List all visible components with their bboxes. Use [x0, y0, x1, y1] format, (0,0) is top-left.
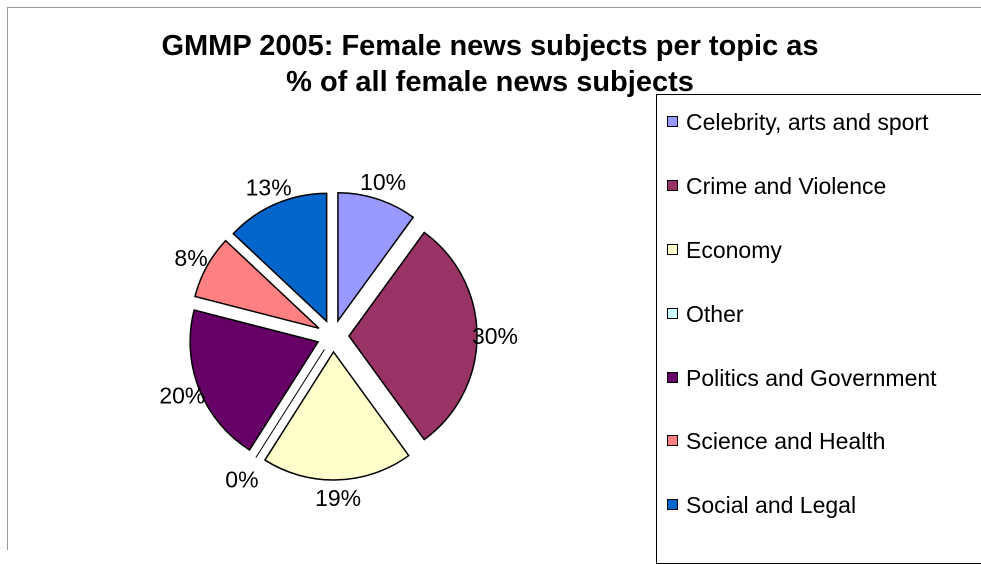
- legend-label: Science and Health: [686, 428, 886, 454]
- pie-label-other: 0%: [225, 467, 258, 493]
- pie-label-economy: 19%: [315, 485, 361, 511]
- legend-swatch: [667, 499, 678, 510]
- chart-title-line-1: GMMP 2005: Female news subjects per topi…: [161, 30, 819, 62]
- legend-label: Economy: [686, 237, 782, 263]
- pie-label-science-and-health: 8%: [174, 245, 207, 271]
- legend-label: Celebrity, arts and sport: [686, 109, 929, 135]
- pie-label-celebrity-arts-and-sport: 10%: [360, 169, 406, 195]
- pie-slice-politics-and-government: [189, 309, 320, 451]
- chart-title-line-2: % of all female news subjects: [286, 66, 694, 98]
- legend-label: Politics and Government: [686, 365, 937, 391]
- legend-swatch: [667, 116, 678, 127]
- pie-slice-crime-and-violence: [348, 231, 478, 441]
- legend-swatch: [667, 372, 678, 383]
- pie-slice-economy: [263, 350, 410, 481]
- pie-label-crime-and-violence: 30%: [472, 323, 518, 349]
- pie-slice-celebrity-arts-and-sport: [337, 192, 415, 324]
- pie-slice-social-and-legal: [232, 192, 328, 324]
- pie-chart: 10% 30% 19% 0% 20% 8% 13%: [159, 169, 518, 511]
- legend-swatch: [667, 180, 678, 191]
- legend-swatch: [667, 308, 678, 319]
- legend-label: Social and Legal: [686, 492, 857, 518]
- legend: Celebrity, arts and sport Crime and Viol…: [656, 94, 981, 564]
- chart-title: GMMP 2005: Female news subjects per topi…: [60, 28, 920, 100]
- pie-label-social-and-legal: 13%: [246, 174, 292, 200]
- pie-slice-science-and-health: [194, 239, 320, 330]
- legend-swatch: [667, 435, 678, 446]
- legend-label: Other: [686, 301, 744, 327]
- legend-swatch: [667, 244, 678, 255]
- legend-label: Crime and Violence: [686, 173, 887, 199]
- pie-label-politics-and-government: 20%: [159, 383, 205, 409]
- pie-slice-other: [255, 349, 325, 458]
